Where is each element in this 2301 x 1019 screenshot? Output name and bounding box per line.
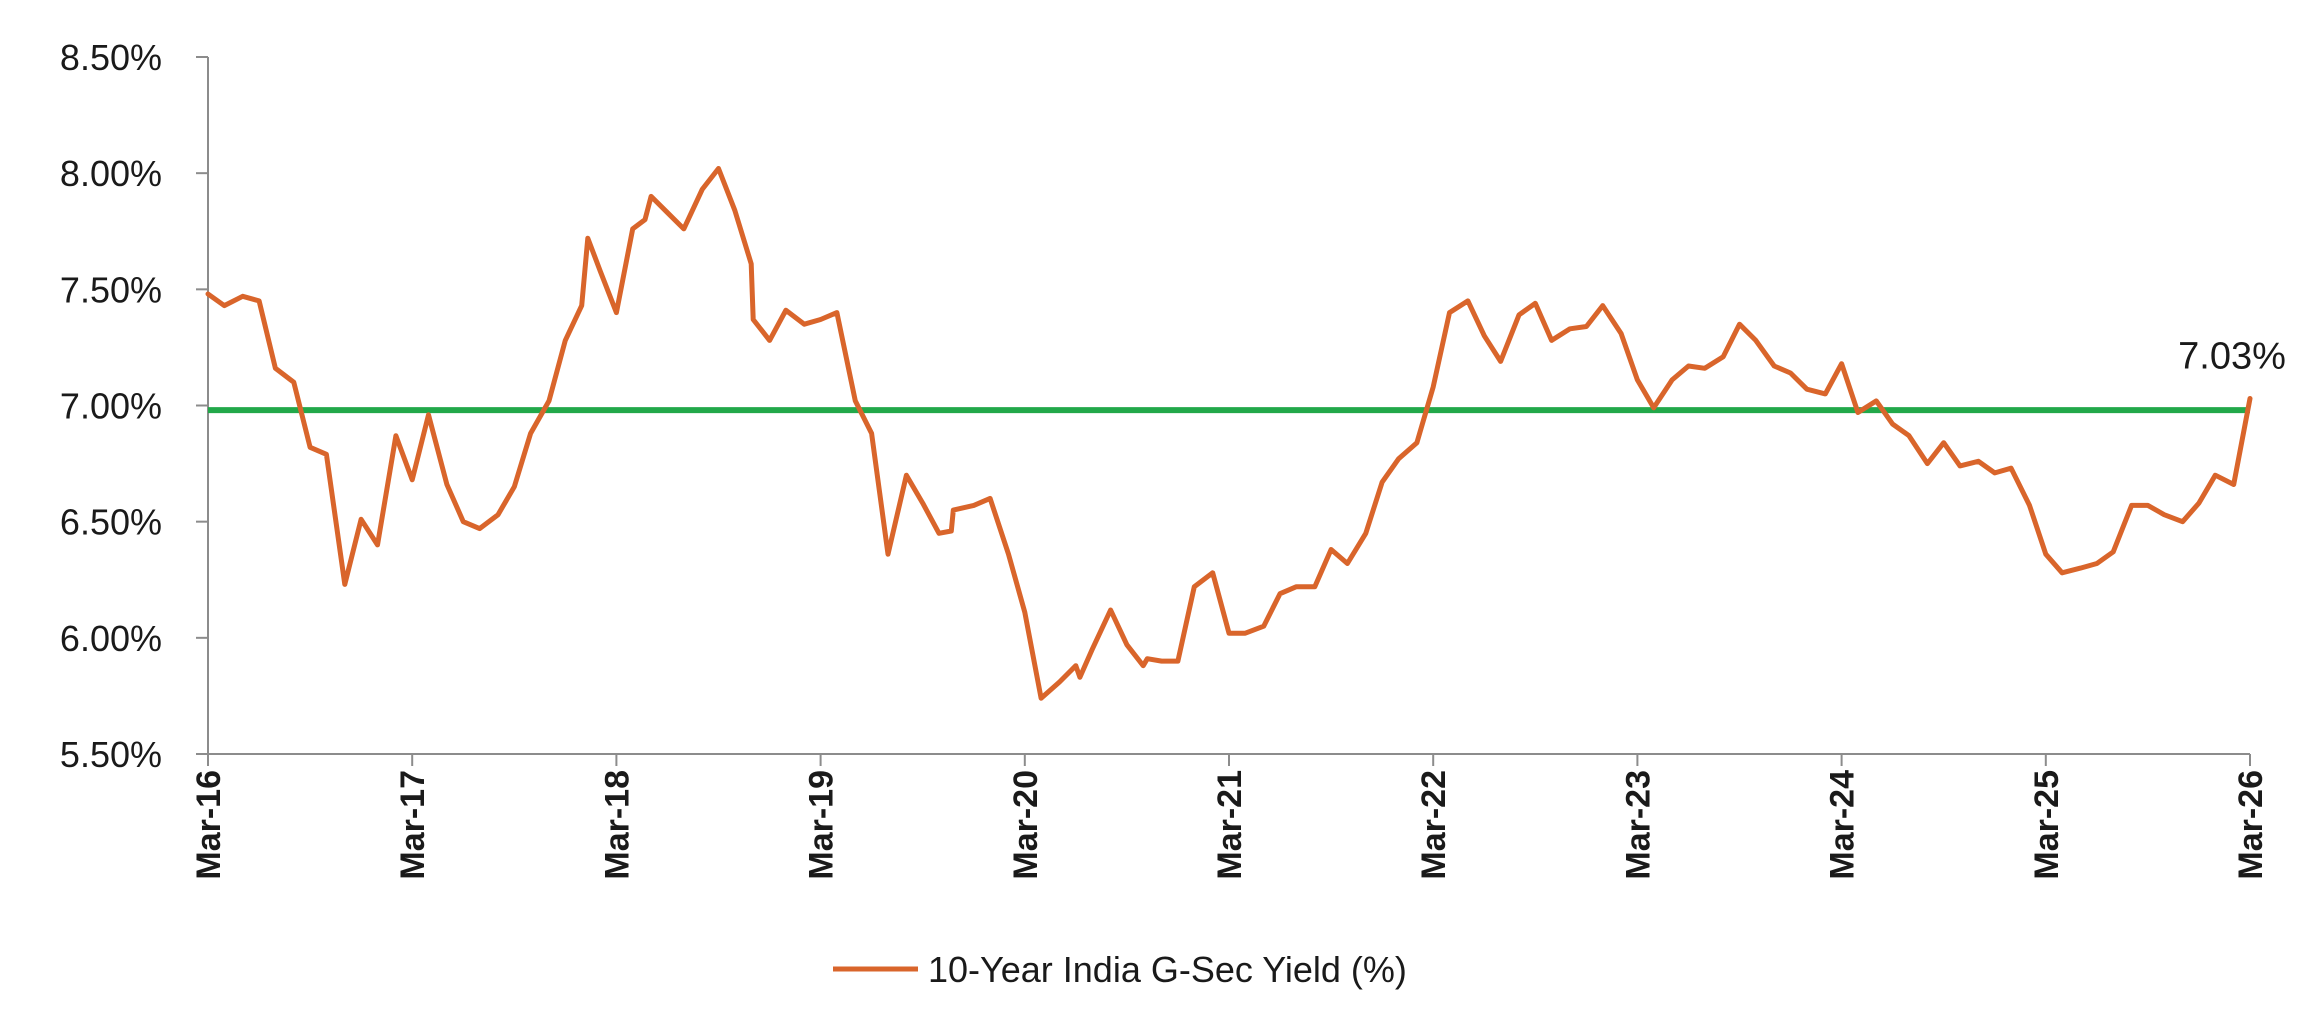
y-tick-label: 7.00%: [60, 386, 162, 427]
y-tick-label: 8.00%: [60, 153, 162, 194]
y-tick-label: 6.00%: [60, 618, 162, 659]
y-tick-label: 8.50%: [60, 37, 162, 78]
y-axis-ticks: 5.50% 6.00% 6.50% 7.00% 7.50% 8.00% 8.50%: [60, 37, 208, 775]
y-tick-label: 5.50%: [60, 734, 162, 775]
legend: 10-Year India G-Sec Yield (%): [833, 949, 1407, 990]
end-value-label: 7.03%: [2178, 336, 2286, 378]
x-tick-label: Mar-23: [1619, 770, 1657, 880]
x-tick-label: Mar-20: [1007, 770, 1045, 880]
x-tick-label: Mar-25: [2028, 770, 2066, 880]
x-tick-label: Mar-17: [394, 770, 432, 880]
x-axis-ticks: Mar-16 Mar-17 Mar-18 Mar-19 Mar-20 Mar-21 Mar-…: [190, 754, 2270, 880]
yield-series-line: [205, 166, 2253, 701]
y-tick-label: 6.50%: [60, 502, 162, 543]
x-tick-label: Mar-22: [1415, 770, 1453, 880]
x-tick-label: Mar-18: [598, 770, 636, 880]
x-tick-label: Mar-26: [2232, 770, 2270, 880]
x-tick-label: Mar-21: [1211, 770, 1249, 880]
legend-label: 10-Year India G-Sec Yield (%): [928, 949, 1407, 990]
x-tick-label: Mar-16: [190, 770, 228, 880]
x-tick-label: Mar-24: [1824, 770, 1862, 880]
y-tick-label: 7.50%: [60, 269, 162, 310]
x-tick-label: Mar-19: [803, 770, 841, 880]
